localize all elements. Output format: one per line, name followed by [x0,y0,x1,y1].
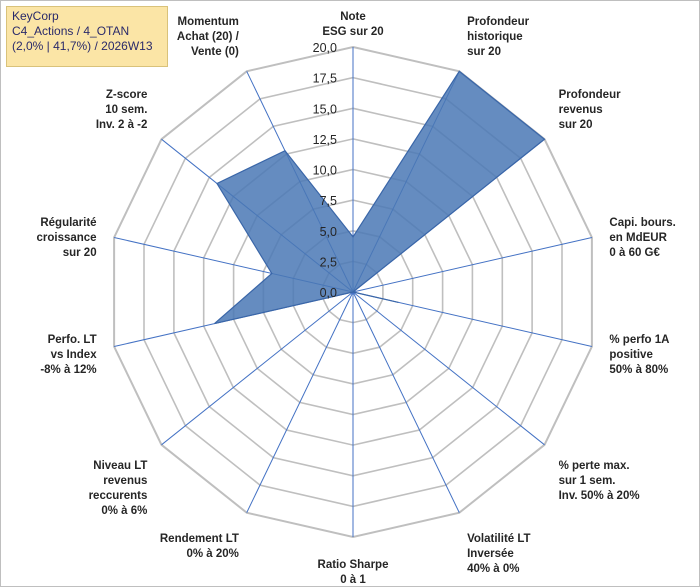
tick-label: 0,0 [320,286,337,300]
axis-label-line: 0% à 6% [101,505,147,517]
tick-layer: 0,0 2,5 5,0 7,5 10,0 12,5 15,0 17,5 20,0 [313,41,337,300]
axis-label-line: Note [340,11,366,23]
axis-label: Régularité croissance sur 20 [36,217,96,259]
axis-label-line: -8% à 12% [40,364,96,376]
tick-label: 15,0 [313,102,337,116]
axis-label-line: positive [609,349,652,361]
axis-label: Perfo. LT vs Index -8% à 12% [40,334,97,376]
axis-label-line: vs Index [51,349,98,361]
axis-label: Profondeur historique sur 20 [467,16,529,58]
axis-label-line: 50% à 80% [609,364,668,376]
axis-label: Profondeur revenus sur 20 [559,89,621,131]
axis-label-line: Profondeur [467,16,529,28]
axis-label-line: Profondeur [559,89,621,101]
tick-label: 20,0 [313,41,337,55]
axis-label-line: croissance [36,232,96,244]
axis-label-line: Achat (20) / [177,31,240,43]
tick-label: 10,0 [313,164,337,178]
axis-label-line: 0% à 20% [186,548,238,560]
axis-label-line: sur 20 [467,46,501,58]
axis-label-line: revenus [103,475,147,487]
axis-label: Z-score 10 sem. Inv. 2 à -2 [96,89,148,131]
axis-label-line: Volatilité LT [467,533,530,545]
axis-label: % perfo 1A positive 50% à 80% [609,334,669,376]
axis-spoke [352,291,460,513]
axis-label-line: 40% à 0% [467,563,519,575]
axis-label: % perte max. sur 1 sem. Inv. 50% à 20% [559,460,640,502]
axis-label-line: Rendement LT [160,533,239,545]
series-area [214,70,546,325]
axis-label-line: Momentum [178,16,239,28]
tick-label: 12,5 [313,133,337,147]
tick-label: 7,5 [320,194,337,208]
axis-label: Niveau LT revenus reccurents 0% à 6% [89,460,148,517]
axis-label-line: Niveau LT [93,460,147,472]
axis-label-line: sur 1 sem. [559,475,616,487]
title-line-company: KeyCorp [12,9,59,23]
axis-label-line: Perfo. LT [48,334,97,346]
axis-label-line: Vente (0) [191,46,239,58]
axis-label-line: 10 sem. [105,104,147,116]
axis-label-line: Ratio Sharpe [318,559,389,571]
chart-title-box: KeyCorp C4_Actions / 4_OTAN (2,0% | 41,7… [6,6,168,67]
axis-label-line: Capi. bours. [609,217,675,229]
axis-spoke [246,291,354,513]
title-line-category: C4_Actions / 4_OTAN [12,24,130,38]
axis-label-line: revenus [559,104,603,116]
axis-label: Rendement LT 0% à 20% [160,533,239,560]
label-layer: Note ESG sur 20 Profondeur historique sur 20… [36,11,675,586]
axis-label: Momentum Achat (20) / Vente (0) [177,16,240,58]
axis-label-line: Inv. 50% à 20% [559,490,640,502]
axis-label: Ratio Sharpe 0 à 1 [318,559,389,586]
axis-label-line: reccurents [89,490,148,502]
axis-label: Capi. bours. en MdEUR 0 à 60 G€ [609,217,675,259]
axis-label-line: en MdEUR [609,232,667,244]
axis-label-line: ESG sur 20 [322,26,383,38]
axis-label-line: Inversée [467,548,514,560]
axis-spoke [352,237,593,293]
axis-spoke [161,291,354,446]
axis-label-line: sur 20 [559,119,593,131]
axis-label: Volatilité LT Inversée 40% à 0% [467,533,530,575]
axis-label-line: sur 20 [63,247,97,259]
axis-label-line: % perfo 1A [609,334,669,346]
axis-spoke [352,291,545,446]
series-layer [214,70,546,325]
tick-label: 2,5 [320,255,337,269]
axis-label: Note ESG sur 20 [322,11,383,38]
axis-label-line: % perte max. [559,460,630,472]
axis-label-line: 0 à 1 [340,574,366,586]
tick-label: 17,5 [313,72,337,86]
tick-label: 5,0 [320,225,337,239]
axis-label-line: Inv. 2 à -2 [96,119,148,131]
axis-label-line: Régularité [40,217,96,229]
title-line-stats: (2,0% | 41,7%) / 2026W13 [12,39,153,53]
axis-label-line: Z-score [106,89,148,101]
axis-label-line: historique [467,31,523,43]
axis-label-line: 0 à 60 G€ [609,247,660,259]
